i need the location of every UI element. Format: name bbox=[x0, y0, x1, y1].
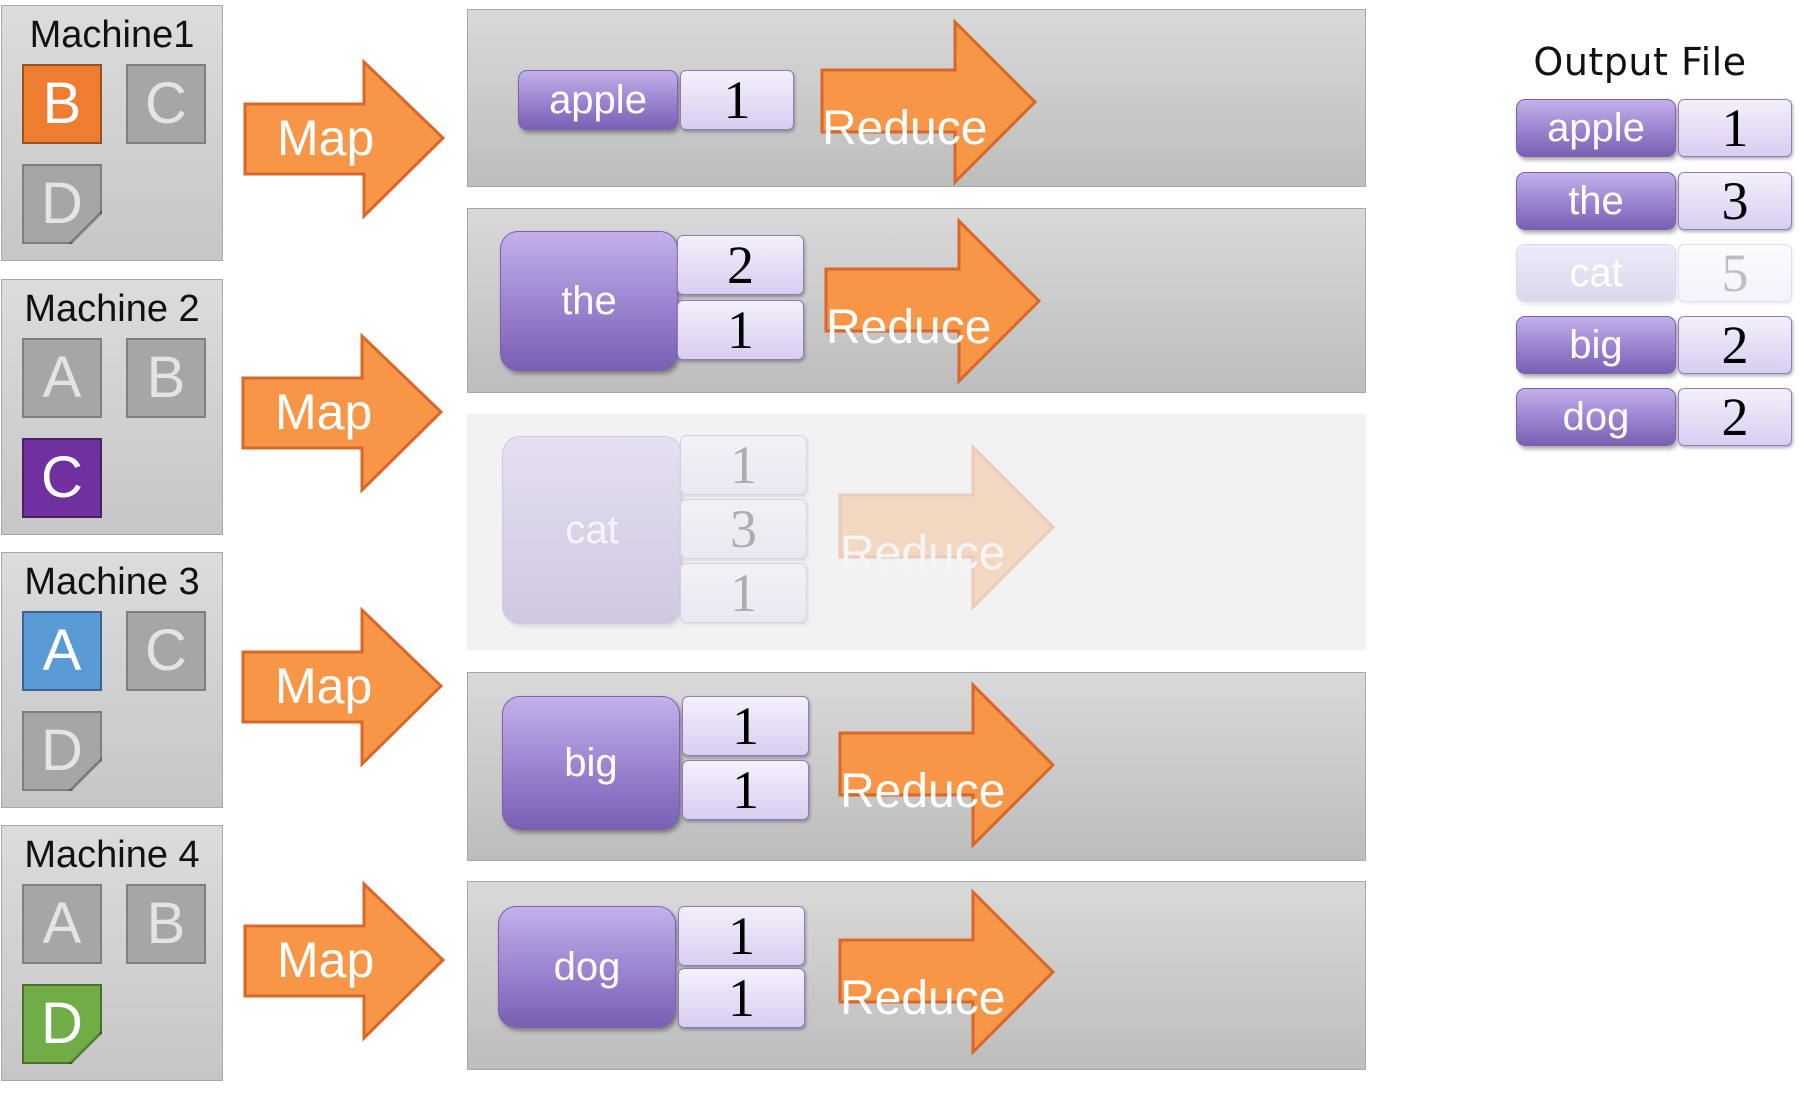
data-block: B bbox=[126, 338, 206, 418]
map-arrow: Map bbox=[241, 606, 444, 768]
page-fold-icon bbox=[68, 210, 102, 244]
reduce-label: Reduce bbox=[826, 301, 991, 354]
group-count: 1 bbox=[682, 696, 809, 756]
machine-title: Machine 4 bbox=[24, 834, 200, 876]
output-count: 5 bbox=[1678, 243, 1792, 303]
machine-2: Machine 2 A B C bbox=[1, 279, 223, 535]
reduce-panel-big: big 1 1 Reduce bbox=[467, 672, 1366, 861]
group-count: 1 bbox=[680, 563, 807, 623]
map-label: Map bbox=[275, 658, 372, 714]
reduce-arrow: Reduce bbox=[838, 681, 1056, 849]
data-block: C bbox=[22, 438, 102, 518]
output-key: the bbox=[1516, 172, 1676, 230]
reduce-panel-cat: cat 1 3 1 Reduce bbox=[467, 414, 1366, 650]
map-arrow: Map bbox=[241, 332, 444, 494]
reduce-label: Reduce bbox=[840, 527, 1005, 580]
data-block: D bbox=[22, 711, 102, 791]
reduce-label: Reduce bbox=[840, 765, 1005, 818]
output-count: 3 bbox=[1678, 171, 1792, 231]
output-count: 2 bbox=[1678, 387, 1792, 447]
group-key: dog bbox=[498, 906, 676, 1028]
data-block: D bbox=[22, 984, 102, 1064]
data-block: A bbox=[22, 884, 102, 964]
reduce-panel-dog: dog 1 1 Reduce bbox=[467, 881, 1366, 1070]
group-count: 1 bbox=[680, 435, 807, 495]
group-key: big bbox=[502, 696, 680, 830]
map-arrow: Map bbox=[243, 58, 446, 220]
map-label: Map bbox=[277, 110, 374, 166]
machine-title: Machine 3 bbox=[24, 561, 200, 603]
reduce-arrow: Reduce bbox=[838, 888, 1056, 1056]
map-label: Map bbox=[277, 932, 374, 988]
data-block: B bbox=[22, 64, 102, 144]
output-key: cat bbox=[1516, 244, 1676, 302]
data-block: C bbox=[126, 64, 206, 144]
machine-3: Machine 3 A C D bbox=[1, 552, 223, 808]
data-block: A bbox=[22, 338, 102, 418]
map-label: Map bbox=[275, 384, 372, 440]
page-fold-icon bbox=[68, 757, 102, 791]
data-block: D bbox=[22, 164, 102, 244]
output-file-title: Output File bbox=[1533, 40, 1747, 84]
output-key: apple bbox=[1516, 99, 1676, 157]
output-key: dog bbox=[1516, 388, 1676, 446]
group-count: 2 bbox=[677, 235, 804, 295]
group-key: apple bbox=[518, 70, 678, 130]
reduce-arrow: Reduce bbox=[824, 217, 1042, 385]
map-arrow: Map bbox=[243, 880, 446, 1042]
output-count: 1 bbox=[1678, 98, 1792, 158]
group-key: the bbox=[500, 231, 678, 371]
group-count: 1 bbox=[680, 70, 794, 130]
reduce-label: Reduce bbox=[822, 102, 987, 155]
machine-4: Machine 4 A B D bbox=[1, 825, 223, 1081]
group-count: 1 bbox=[678, 906, 805, 966]
reduce-arrow: Reduce bbox=[838, 443, 1056, 611]
data-block: C bbox=[126, 611, 206, 691]
machine-title: Machine1 bbox=[29, 14, 195, 56]
reduce-panel-apple: apple 1 Reduce bbox=[467, 9, 1366, 187]
group-count: 1 bbox=[678, 968, 805, 1028]
machine-title: Machine 2 bbox=[24, 288, 200, 330]
output-count: 2 bbox=[1678, 315, 1792, 375]
group-count: 1 bbox=[682, 760, 809, 820]
group-count: 1 bbox=[677, 300, 804, 360]
page-fold-icon bbox=[68, 1030, 102, 1064]
group-count: 3 bbox=[680, 499, 807, 559]
reduce-arrow: Reduce bbox=[820, 18, 1038, 186]
output-key: big bbox=[1516, 316, 1676, 374]
reduce-panel-the: the 2 1 Reduce bbox=[467, 208, 1366, 393]
machine-1: Machine1 B C D bbox=[1, 5, 223, 261]
reduce-label: Reduce bbox=[840, 972, 1005, 1025]
data-block: B bbox=[126, 884, 206, 964]
data-block: A bbox=[22, 611, 102, 691]
group-key: cat bbox=[502, 436, 682, 624]
